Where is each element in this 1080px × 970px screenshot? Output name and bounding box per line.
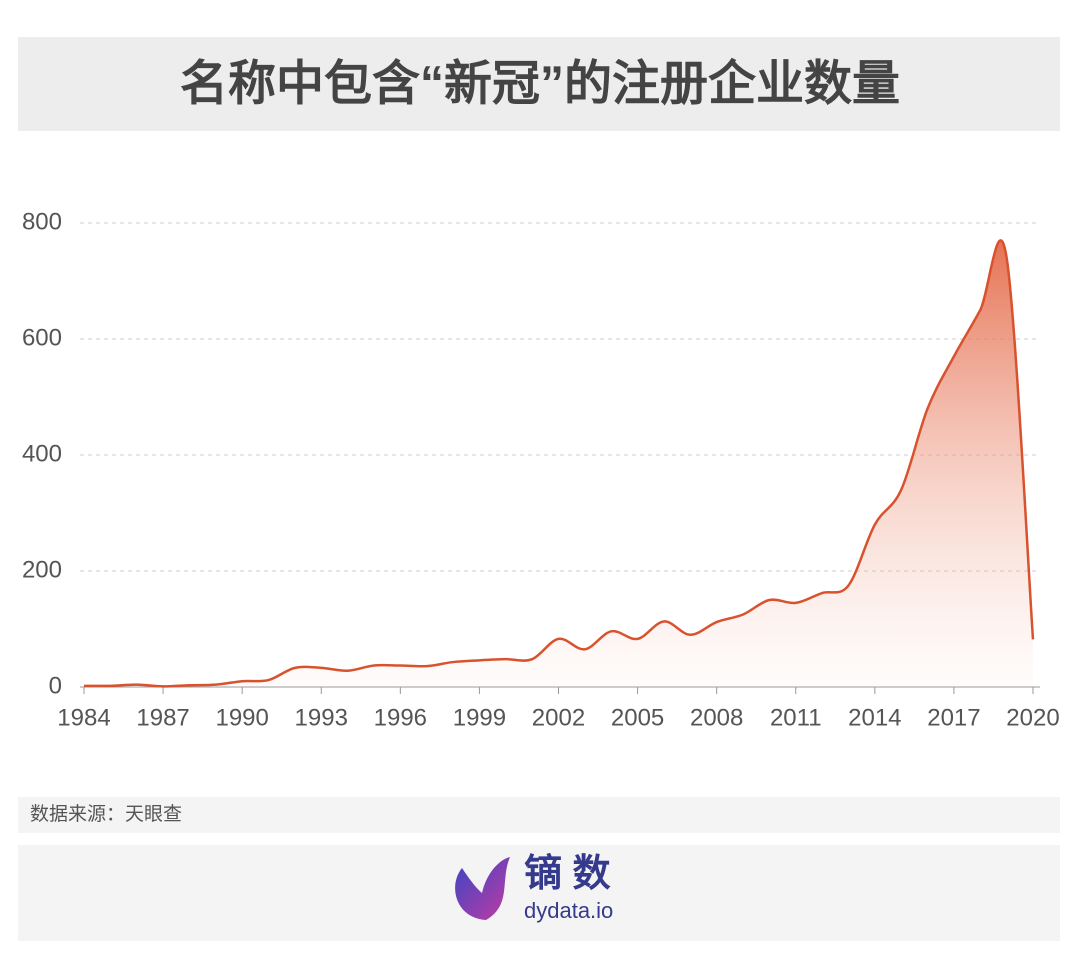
logo-site: dydata.io	[524, 898, 613, 923]
x-tick-label: 2020	[1006, 704, 1059, 731]
area	[84, 240, 1033, 687]
y-tick-label: 200	[22, 556, 62, 583]
plot-area: 0 200 400 600 800 1984 1987 1990 1993 1996 1999 200…	[22, 208, 1060, 731]
y-tick-label: 800	[22, 208, 62, 235]
y-tick-label: 0	[49, 672, 62, 699]
x-tick-label: 2008	[690, 704, 743, 731]
x-tick-label: 2002	[532, 704, 585, 731]
x-tick-label: 1990	[215, 704, 268, 731]
line	[83, 239, 1035, 688]
x-tick-label: 2011	[770, 704, 822, 731]
x-tick-label: 1984	[57, 704, 110, 731]
x-tick-label: 1999	[453, 704, 506, 731]
y-tick-label: 400	[22, 440, 62, 467]
chart-title: 名称中包含“新冠”的注册企业数量	[180, 58, 900, 111]
source-band	[18, 797, 1060, 833]
x-tick-label: 2014	[848, 704, 901, 731]
x-tick-label: 1996	[374, 704, 427, 731]
footer-band	[18, 845, 1060, 941]
logo-brand: 镝 数	[524, 853, 611, 895]
y-tick-label: 600	[22, 324, 62, 351]
logo-icon	[455, 857, 510, 920]
title-band	[18, 37, 1060, 131]
source: 数据来源：天眼查	[30, 803, 182, 825]
x-tick-label: 1993	[295, 704, 348, 731]
x-tick-label: 1987	[136, 704, 189, 731]
x-tick-label: 2005	[611, 704, 664, 731]
x-tick-label: 2017	[927, 704, 980, 731]
